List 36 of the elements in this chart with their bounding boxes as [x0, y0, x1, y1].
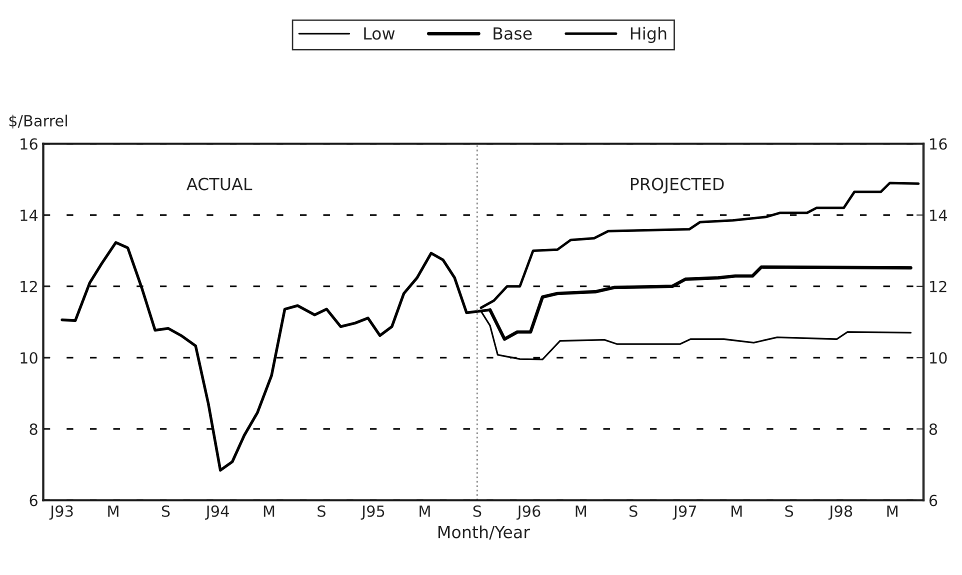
- x-tick-label: J97: [672, 505, 696, 520]
- x-tick-label: M: [108, 506, 118, 517]
- y-tick-label: 12: [20, 280, 37, 292]
- x-tick-label: S: [630, 505, 638, 517]
- y2-tick-label: 8: [929, 423, 938, 435]
- legend-label: High: [630, 26, 666, 43]
- y-tick-label: 16: [20, 138, 38, 150]
- y2-tick-label: 10: [930, 352, 947, 364]
- x-tick-label: S: [318, 505, 326, 517]
- annotation: PROJECTED: [631, 178, 724, 194]
- legend-label: Base: [494, 27, 532, 40]
- x-tick-label: J96: [516, 505, 540, 520]
- y-tick-label: 6: [30, 494, 38, 506]
- x-tick-label: M: [420, 506, 430, 517]
- y-axis-title: $/Barrel: [9, 114, 67, 129]
- x-tick-label: M: [264, 506, 274, 517]
- legend-label: Low: [364, 27, 395, 40]
- y2-tick-label: 12: [930, 280, 946, 292]
- y-tick-label: 10: [20, 352, 38, 364]
- x-tick-label: J98: [828, 505, 852, 520]
- x-tick-label: M: [732, 506, 742, 517]
- x-tick-label: S: [785, 505, 794, 517]
- x-tick-label: J95: [360, 505, 384, 520]
- x-tick-label: M: [576, 506, 586, 517]
- y-tick-label: 14: [20, 210, 38, 221]
- x-tick-label: S: [473, 505, 482, 517]
- x-tick-label: M: [887, 506, 898, 517]
- y2-tick-label: 14: [930, 210, 947, 221]
- annotation: ACTUAL: [186, 178, 252, 190]
- y2-tick-label: 16: [930, 138, 947, 150]
- x-tick-label: J93: [49, 505, 73, 520]
- x-tick-label: S: [162, 505, 170, 517]
- y2-tick-label: 6: [929, 494, 938, 506]
- x-axis-title: Month/Year: [438, 525, 530, 540]
- y-tick-label: 8: [30, 423, 38, 435]
- x-tick-label: J94: [205, 505, 229, 520]
